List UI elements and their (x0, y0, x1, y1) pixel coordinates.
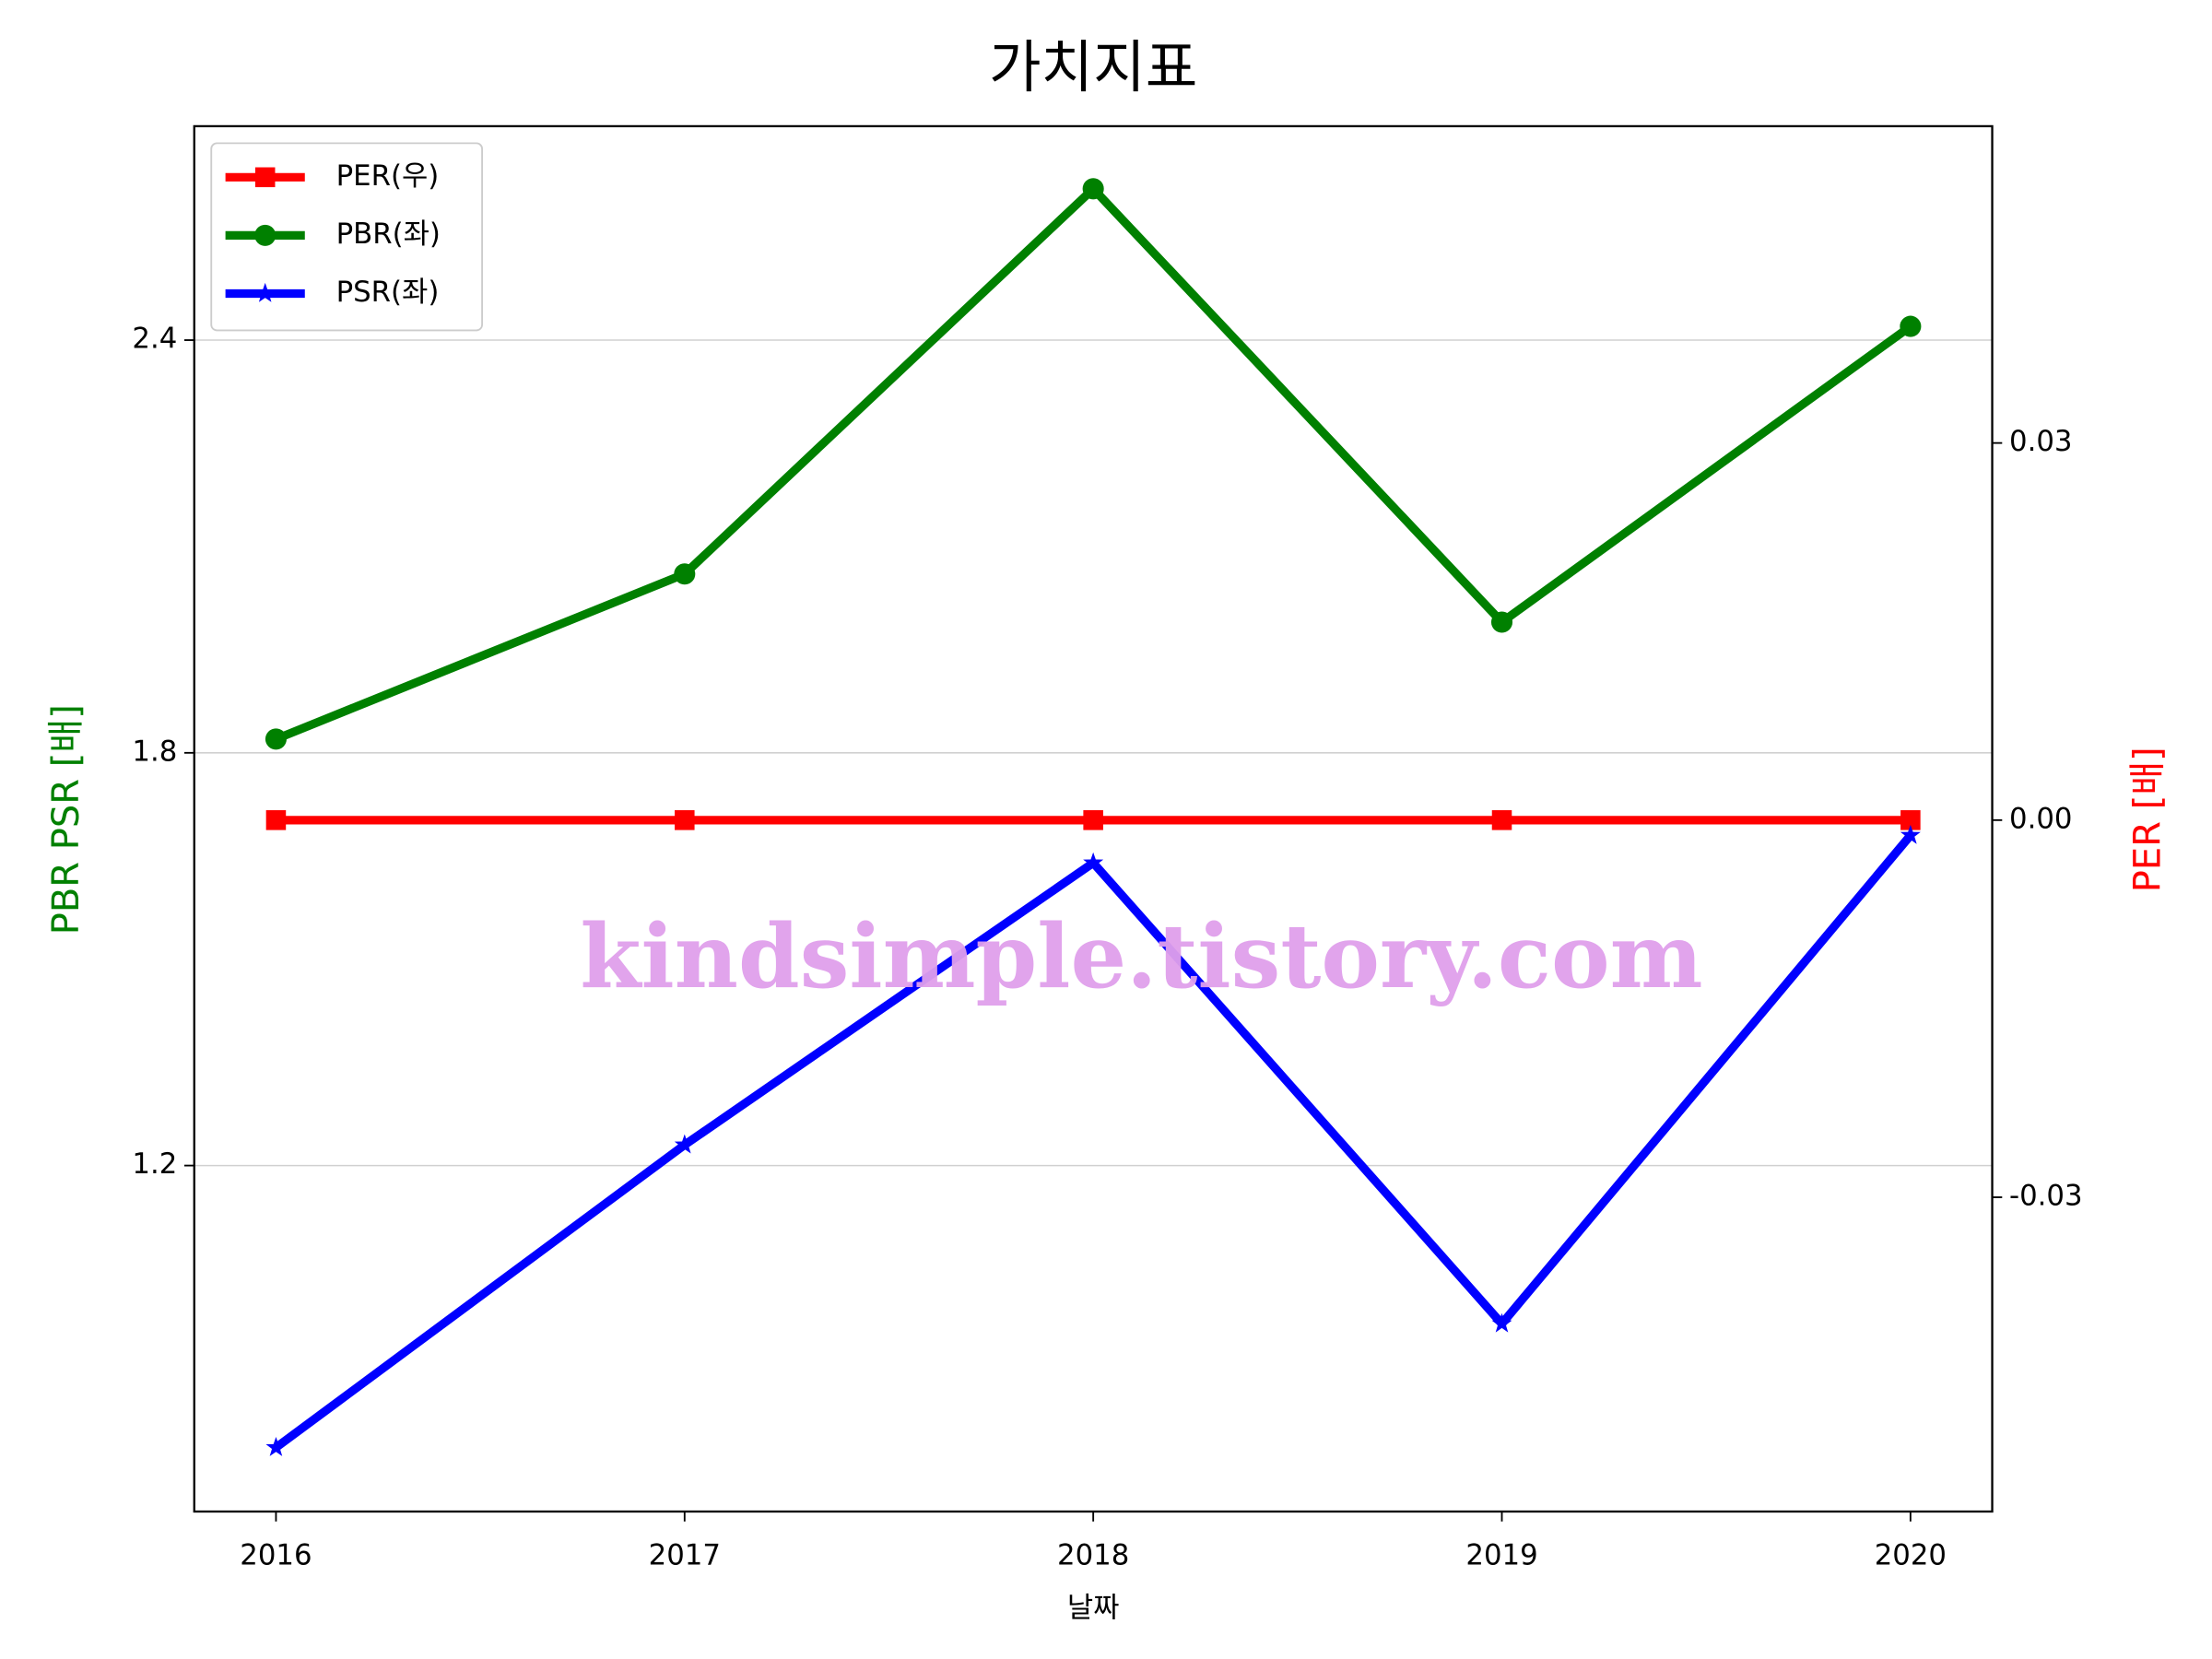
y-tick-label: 1.8 (132, 735, 177, 768)
marker (1083, 852, 1104, 872)
marker (254, 282, 276, 302)
watermark: kindsimple.tistory.com (580, 905, 1702, 1008)
chart-title: 가치지표 (989, 34, 1197, 100)
plot-frame (193, 124, 1994, 1513)
marker (1491, 1312, 1512, 1333)
y-tick-label: 1.2 (132, 1147, 177, 1181)
marker (674, 563, 696, 585)
y2-tick-label: 0.00 (2009, 802, 2072, 835)
legend-label: PSR(좌) (336, 276, 440, 309)
marker (254, 224, 276, 246)
marker (1491, 810, 1512, 830)
marker (1082, 178, 1104, 200)
y2-axis-label: PER [배] (2126, 747, 2169, 892)
marker (675, 810, 695, 830)
marker (1083, 810, 1103, 830)
marker (265, 1437, 287, 1456)
marker (1900, 824, 1921, 844)
x-tick-label: 2018 (1057, 1539, 1129, 1572)
x-tick-label: 2016 (240, 1539, 312, 1572)
marker (1900, 810, 1921, 830)
marker (1900, 315, 1922, 337)
y-tick-label: 2.4 (132, 323, 177, 356)
y-axis-label: PBR PSR [배] (45, 704, 88, 935)
x-tick-label: 2020 (1875, 1539, 1947, 1572)
x-axis-label: 날짜 (1067, 1592, 1120, 1625)
x-tick-label: 2019 (1465, 1539, 1537, 1572)
y2-tick-label: 0.03 (2009, 425, 2072, 458)
y2-tick-label: -0.03 (2009, 1180, 2083, 1213)
legend-label: PER(우) (336, 159, 440, 193)
legend: PER(우) PBR(좌) PSR(좌) (210, 142, 483, 332)
legend-label: PBR(좌) (336, 218, 441, 251)
x-tick-label: 2017 (649, 1539, 721, 1572)
marker (254, 167, 276, 188)
marker (265, 810, 287, 830)
legend-box (210, 142, 483, 332)
marker (265, 728, 287, 750)
marker (674, 1134, 695, 1154)
marker (1490, 611, 1513, 633)
